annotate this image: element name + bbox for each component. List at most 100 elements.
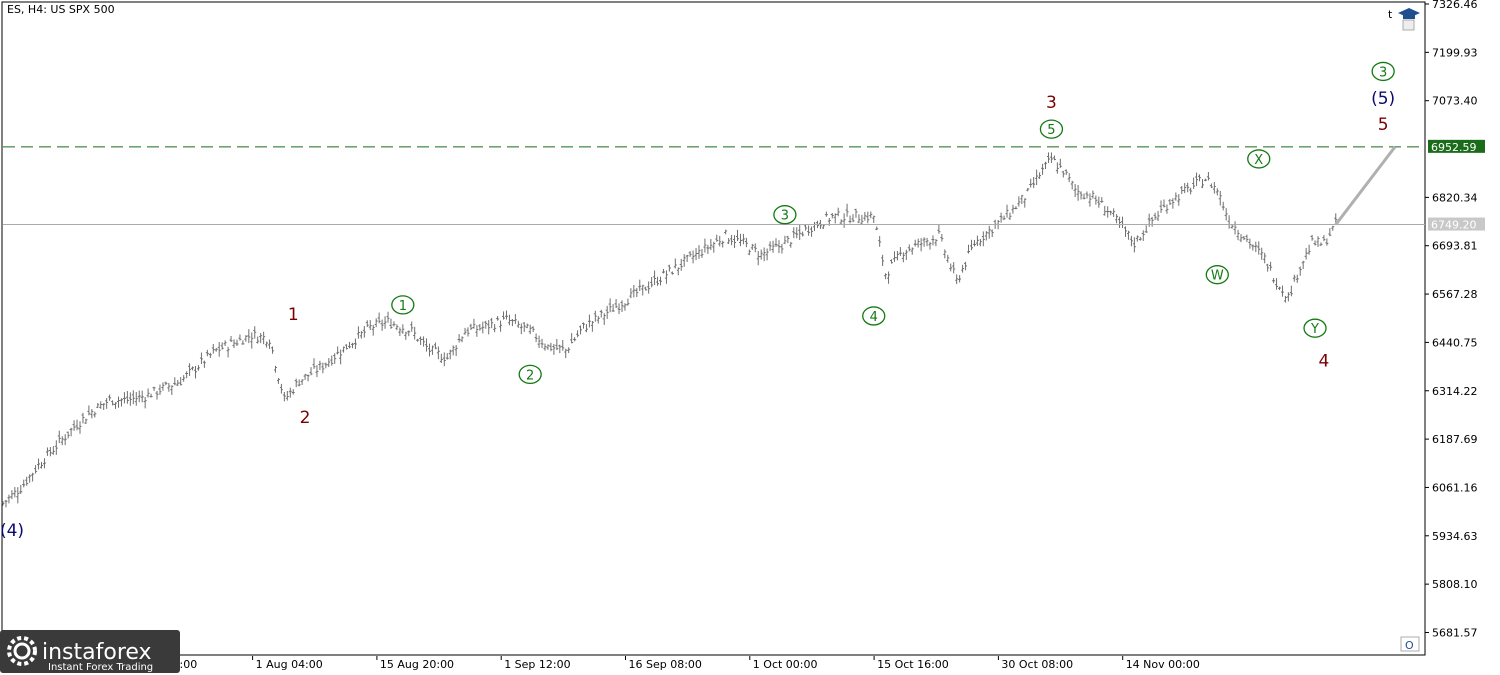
price-bar [327,358,331,368]
price-bar [958,275,962,283]
price-bar [1180,186,1184,195]
price-bar [105,397,109,409]
price-bar [1215,188,1219,196]
price-bar [37,458,41,470]
price-bar [211,343,215,354]
y-tick-label: 7326.46 [1432,0,1478,11]
price-bar [460,336,464,343]
price-bar [964,261,968,271]
price-bar [567,347,571,354]
price-bar [922,237,926,247]
price-bar [122,392,126,404]
price-bar [176,379,180,386]
current-price-tag [1428,217,1485,231]
price-bar [593,310,597,322]
price-bar [1156,210,1160,221]
price-bar [516,320,520,328]
price-bar [291,389,295,395]
price-bar [1153,212,1157,221]
price-bar [1064,169,1068,175]
price-bar [1106,206,1110,218]
price-bar [336,346,340,355]
price-bar [416,338,420,342]
price-bar [789,241,793,248]
price-bar [496,316,500,321]
price-bar [34,465,38,474]
price-bar [208,352,212,359]
logo-tagline: Instant Forex Trading [48,662,153,673]
price-bar [167,382,171,392]
wave-label: 4 [862,306,886,326]
price-bar [842,213,846,228]
price-bar [845,203,849,217]
price-bar [229,335,233,342]
price-bar [466,327,470,337]
price-bar [653,270,657,286]
price-bar [1189,187,1193,195]
price-bar [54,440,58,455]
price-bar [759,249,763,260]
projection-line [1334,145,1397,226]
price-bar [792,227,796,239]
corner-o-glyph[interactable]: O [1405,639,1414,652]
price-bar [1289,285,1293,297]
price-bar [1070,180,1074,190]
price-bar [537,335,541,348]
price-bar [368,320,372,330]
price-bar [1011,204,1015,214]
price-bar [1251,244,1255,251]
price-bar [1123,226,1127,237]
wave-circle [773,205,797,225]
price-bar [875,226,879,231]
resistance-price-text: 6952.59 [1431,141,1477,154]
price-bar [801,231,805,237]
corner-t-glyph[interactable]: t [1388,8,1393,21]
price-bar [1313,240,1317,246]
price-bar [706,244,710,254]
wave-label: 3 [773,205,797,225]
price-bar [404,331,408,340]
price-bar [345,344,349,350]
wave-text: 4 [870,310,878,325]
price-bar [1233,221,1237,235]
price-bar [626,298,630,306]
price-bar [1242,236,1246,241]
current-price-text: 6749.20 [1431,219,1477,232]
price-bar [694,248,698,261]
price-bar [321,362,325,374]
price-bars [1,152,1338,508]
price-bar [1307,244,1311,255]
price-bar [1061,170,1065,178]
price-bar [543,343,547,351]
price-bar [1005,204,1009,218]
price-bar [762,247,766,262]
x-tick-label: 1 Sep 12:00 [504,658,570,671]
wave-label: Y [1303,318,1327,338]
price-bar [250,332,254,349]
price-bar [1292,274,1296,282]
price-bar [570,333,574,344]
price-bar [469,323,473,331]
corner-o-button[interactable] [1400,636,1420,652]
price-bar [309,367,313,376]
price-bar [454,344,458,356]
price-bar [1159,200,1163,213]
price-bar [590,320,594,332]
price-bar [949,263,953,272]
price-bar [807,225,811,236]
price-bar [978,238,982,247]
price-bar [232,339,236,349]
price-bar [1126,230,1130,240]
price-bar [191,366,195,371]
price-bar [493,324,497,333]
price-bar [697,245,701,259]
price-bar [398,327,402,336]
wave-text: (5) [1371,89,1395,109]
price-bar [531,326,535,333]
price-bar [549,342,553,352]
price-bar [528,324,532,335]
mortarboard-icon[interactable] [1398,8,1420,31]
price-bar [268,339,272,349]
wave-text: 5 [1047,123,1055,138]
price-bar [1079,191,1083,200]
